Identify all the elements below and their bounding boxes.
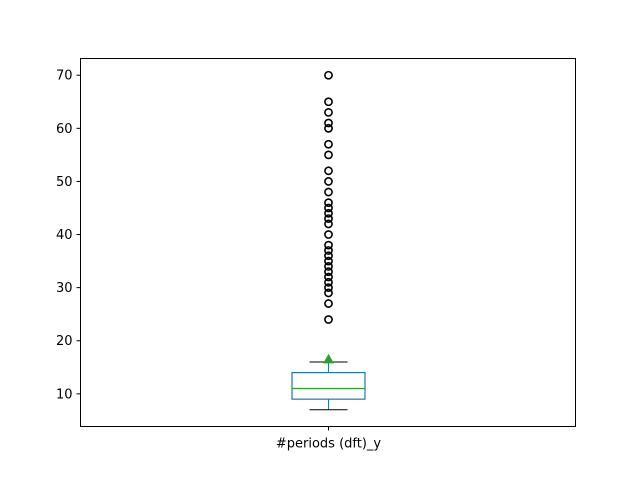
outlier-point	[324, 214, 333, 224]
outlier-point	[324, 198, 333, 208]
outlier-point	[324, 118, 333, 128]
y-tick-label: 50	[56, 175, 73, 190]
outlier-point	[324, 203, 333, 213]
outlier-point	[324, 277, 333, 287]
outlier-point	[324, 288, 333, 298]
outlier-point	[324, 267, 333, 277]
y-tick-label: 60	[56, 122, 73, 137]
outlier-point	[324, 177, 333, 186]
y-tick-label: 10	[56, 387, 73, 402]
x-tick-label: #periods (dft)_y	[276, 437, 382, 452]
y-tick-label: 20	[56, 334, 73, 349]
outlier-point	[324, 219, 333, 229]
outlier-point	[324, 246, 333, 255]
y-tick-label: 30	[56, 281, 73, 296]
outlier-point	[324, 123, 333, 133]
x-axis: #periods (dft)_y	[276, 426, 382, 452]
box-plot-marks	[291, 70, 366, 411]
outlier-point	[324, 251, 333, 261]
outlier-point	[324, 299, 333, 308]
outlier-point	[324, 283, 333, 293]
y-tick-label: 40	[56, 228, 73, 243]
outlier-point	[324, 166, 333, 176]
outlier-point	[324, 97, 333, 107]
outlier-point	[324, 240, 333, 250]
outlier-point	[324, 208, 333, 218]
outlier-point	[324, 256, 333, 266]
y-axis: 10 20 30 40 50 60 70	[56, 69, 81, 402]
outlier-point	[324, 315, 333, 324]
y-tick-label: 70	[56, 69, 73, 84]
outlier-point	[324, 272, 333, 282]
outlier-point	[324, 107, 333, 117]
outlier-point	[324, 70, 333, 80]
mean-marker	[323, 353, 334, 364]
outlier-point	[324, 187, 333, 197]
outlier-point	[324, 139, 333, 149]
outlier-point	[324, 261, 333, 271]
interquartile-box	[291, 372, 366, 400]
outlier-point	[324, 150, 333, 160]
outlier-point	[324, 230, 333, 239]
